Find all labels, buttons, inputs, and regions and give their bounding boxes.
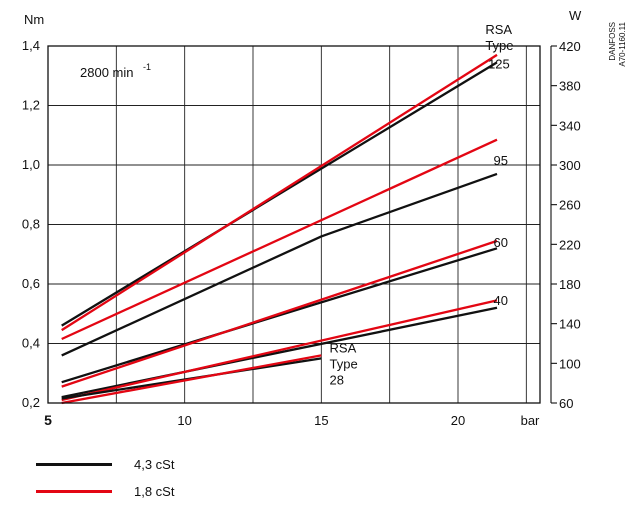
- series-group: [61, 53, 498, 405]
- watermark-text: A70-1160.11: [618, 21, 627, 66]
- labels: 2800 min -1RSAType125956040RSAType28DANFO…: [80, 21, 627, 387]
- annotation-type-28: RSA: [330, 340, 357, 355]
- series-line-60-red: [61, 239, 498, 388]
- watermark-text: DANFOSS: [608, 22, 617, 61]
- series-line-60-black: [61, 247, 498, 384]
- legend-item-1-8-cst: 1,8 cSt: [36, 479, 174, 503]
- series-line-95-red: [61, 138, 498, 341]
- series-line-125-black: [61, 61, 498, 327]
- y-tick-label: 0,2: [22, 395, 40, 410]
- y2-tick-label: 420: [559, 39, 581, 54]
- annotation-label-60: 60: [494, 235, 508, 250]
- y-tick-label: 1,2: [22, 98, 40, 113]
- torque-power-chart: 0,2 0,4 0,6 0,8 1,0 1,2 1,4 5 10 15 20 bar Nm 60 100 14…: [22, 8, 627, 428]
- speed-label: 2800 min: [80, 65, 133, 80]
- legend-swatch-4-3-cst: [36, 462, 112, 466]
- y2-tick-label: 180: [559, 277, 581, 292]
- series-line-28-red: [61, 354, 322, 405]
- plot-frame: [47, 45, 541, 404]
- x-tick-label: 10: [177, 413, 191, 428]
- y-tick-label: 0,6: [22, 276, 40, 291]
- y2-tick-label: 380: [559, 79, 581, 94]
- annotation-type-28: Type: [330, 356, 358, 371]
- legend-label: 1,8 cSt: [134, 483, 175, 499]
- annotation-type-header-top: Type: [485, 38, 513, 53]
- y-tick-label: 1,0: [22, 157, 40, 172]
- y-tick-label: 0,4: [22, 336, 40, 351]
- annotation-label-40: 40: [494, 293, 508, 308]
- x-tick-label: 5: [44, 412, 52, 428]
- series-line-40-black: [61, 306, 498, 399]
- x-tick-label: 15: [314, 413, 328, 428]
- legend-label: 4,3 cSt: [134, 456, 175, 472]
- x-axis-unit: bar: [521, 413, 540, 428]
- annotation-label-95: 95: [494, 153, 508, 168]
- y-axis-unit-right: W: [569, 8, 582, 23]
- y2-tick-label: 340: [559, 118, 581, 133]
- y2-tick-label: 260: [559, 198, 581, 213]
- y2-tick-label: 140: [559, 317, 581, 332]
- y2-tick-label: 220: [559, 237, 581, 252]
- y-tick-label: 0,8: [22, 217, 40, 232]
- y2-tick-label: 100: [559, 356, 581, 371]
- x-tick-label: 20: [451, 413, 465, 428]
- y2-tick-label: 300: [559, 158, 581, 173]
- grid: [48, 46, 540, 403]
- watermark: DANFOSS A70-1160.11: [608, 21, 627, 66]
- annotation-type-28: 28: [330, 372, 344, 387]
- y-tick-label: 1,4: [22, 38, 40, 53]
- y2-tick-label: 60: [559, 396, 573, 411]
- y-axis-unit-left: Nm: [24, 12, 44, 27]
- annotation-label-125: 125: [488, 56, 510, 71]
- legend: 4,3 cSt 1,8 cSt: [36, 452, 174, 506]
- series-line-40-red: [61, 299, 498, 402]
- series-line-125-red: [61, 53, 498, 332]
- legend-item-4-3-cst: 4,3 cSt: [36, 452, 174, 476]
- legend-swatch-1-8-cst: [36, 489, 112, 493]
- speed-exponent: -1: [143, 62, 151, 72]
- annotation-type-header-top: RSA: [485, 22, 512, 37]
- series-line-95-black: [61, 172, 498, 357]
- axes: 0,2 0,4 0,6 0,8 1,0 1,2 1,4 5 10 15 20 bar Nm 60 100 14…: [22, 8, 582, 428]
